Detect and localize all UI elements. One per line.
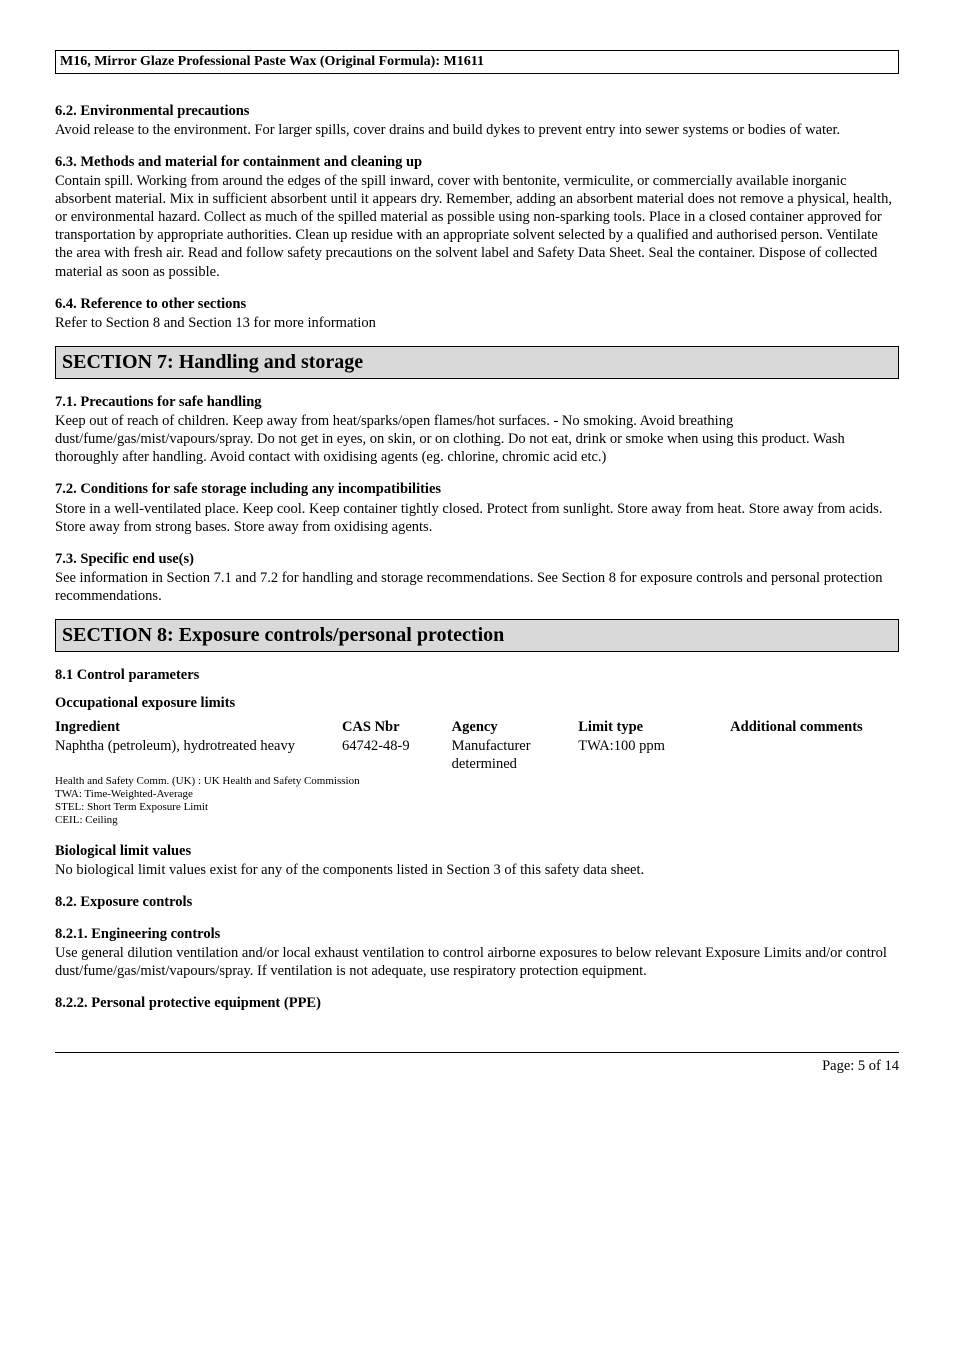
heading-7-2: 7.2. Conditions for safe storage includi… [55,480,899,498]
th-limit: Limit type [578,718,730,736]
product-name: M16, Mirror Glaze Professional Paste Wax… [60,54,484,69]
heading-6-3: 6.3. Methods and material for containmen… [55,153,899,171]
heading-7-3: 7.3. Specific end use(s) [55,550,899,568]
heading-exposure-limits: Occupational exposure limits [55,694,899,712]
td-ingredient: Naphtha (petroleum), hydrotreated heavy [55,737,342,773]
footnote-4: CEIL: Ceiling [55,814,899,827]
th-ingredient: Ingredient [55,718,342,736]
body-7-2: Store in a well-ventilated place. Keep c… [55,500,899,536]
td-additional [730,737,899,773]
footnote-2: TWA: Time-Weighted-Average [55,788,899,801]
body-biolimit: No biological limit values exist for any… [55,861,899,879]
footnote-3: STEL: Short Term Exposure Limit [55,801,899,814]
heading-8-2-2: 8.2.2. Personal protective equipment (PP… [55,994,899,1012]
body-8-2-1: Use general dilution ventilation and/or … [55,944,899,980]
footer-rule [55,1052,899,1053]
heading-8-2-1: 8.2.1. Engineering controls [55,925,899,943]
body-6-4: Refer to Section 8 and Section 13 for mo… [55,314,899,332]
td-limit: TWA:100 ppm [578,737,730,773]
td-cas: 64742-48-9 [342,737,452,773]
footnotes-block: Health and Safety Comm. (UK) : UK Health… [55,775,899,828]
table-header-row: Ingredient CAS Nbr Agency Limit type Add… [55,718,899,736]
body-7-3: See information in Section 7.1 and 7.2 f… [55,569,899,605]
section-7-banner: SECTION 7: Handling and storage [55,346,899,379]
exposure-limits-table: Ingredient CAS Nbr Agency Limit type Add… [55,718,899,772]
heading-8-2: 8.2. Exposure controls [55,893,899,911]
heading-8-1: 8.1 Control parameters [55,666,899,684]
body-7-1: Keep out of reach of children. Keep away… [55,412,899,466]
page-number: Page: 5 of 14 [55,1057,899,1075]
table-row: Naphtha (petroleum), hydrotreated heavy … [55,737,899,773]
product-header-box: M16, Mirror Glaze Professional Paste Wax… [55,50,899,74]
heading-biolimit: Biological limit values [55,842,899,860]
heading-6-4: 6.4. Reference to other sections [55,295,899,313]
body-6-3: Contain spill. Working from around the e… [55,172,899,281]
heading-7-1: 7.1. Precautions for safe handling [55,393,899,411]
th-cas: CAS Nbr [342,718,452,736]
body-6-2: Avoid release to the environment. For la… [55,121,899,139]
th-agency: Agency [452,718,579,736]
section-8-banner: SECTION 8: Exposure controls/personal pr… [55,619,899,652]
th-additional: Additional comments [730,718,899,736]
footnote-1: Health and Safety Comm. (UK) : UK Health… [55,775,899,788]
heading-6-2: 6.2. Environmental precautions [55,102,899,120]
td-agency: Manufacturer determined [452,737,579,773]
